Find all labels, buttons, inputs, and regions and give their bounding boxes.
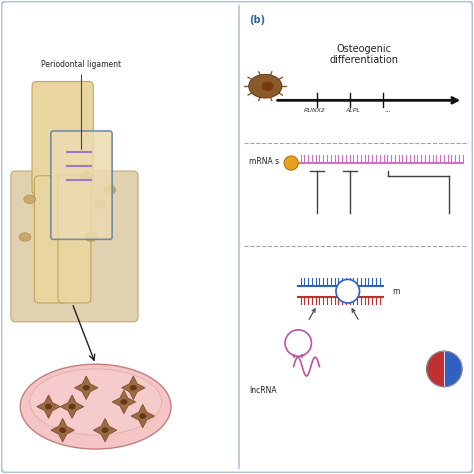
Ellipse shape (24, 195, 36, 203)
FancyBboxPatch shape (51, 131, 112, 239)
FancyBboxPatch shape (32, 82, 93, 195)
Ellipse shape (80, 172, 92, 180)
Text: Periodontal ligament: Periodontal ligament (41, 60, 121, 149)
Ellipse shape (249, 74, 282, 98)
Polygon shape (36, 395, 60, 419)
Wedge shape (444, 351, 462, 387)
FancyBboxPatch shape (35, 176, 70, 303)
Wedge shape (427, 351, 444, 387)
Text: ...: ... (384, 107, 391, 113)
Ellipse shape (69, 404, 76, 410)
Polygon shape (74, 376, 98, 400)
Ellipse shape (45, 404, 52, 410)
Text: RUNX2: RUNX2 (304, 108, 326, 113)
Polygon shape (51, 419, 74, 442)
Ellipse shape (85, 233, 97, 241)
Ellipse shape (130, 385, 137, 391)
Text: lncRNA: lncRNA (249, 385, 276, 394)
Ellipse shape (104, 186, 116, 194)
FancyBboxPatch shape (58, 176, 91, 303)
Text: mRNA s: mRNA s (249, 157, 279, 166)
FancyBboxPatch shape (11, 171, 138, 322)
Text: ALPL: ALPL (345, 108, 360, 113)
Text: m: m (392, 287, 400, 296)
Text: Osteogenic
differentiation: Osteogenic differentiation (330, 44, 399, 65)
Ellipse shape (101, 428, 109, 433)
Polygon shape (93, 419, 117, 442)
Ellipse shape (82, 385, 90, 391)
Ellipse shape (19, 233, 31, 241)
Circle shape (284, 156, 298, 170)
Polygon shape (112, 390, 136, 414)
Polygon shape (60, 395, 84, 419)
Ellipse shape (120, 399, 128, 405)
Polygon shape (121, 376, 145, 400)
Circle shape (336, 279, 359, 303)
Ellipse shape (20, 364, 171, 449)
Ellipse shape (59, 428, 66, 433)
Text: (b): (b) (249, 15, 265, 25)
Ellipse shape (139, 413, 146, 419)
Ellipse shape (94, 200, 106, 208)
Ellipse shape (262, 82, 273, 91)
Polygon shape (131, 404, 155, 428)
Ellipse shape (30, 369, 162, 435)
